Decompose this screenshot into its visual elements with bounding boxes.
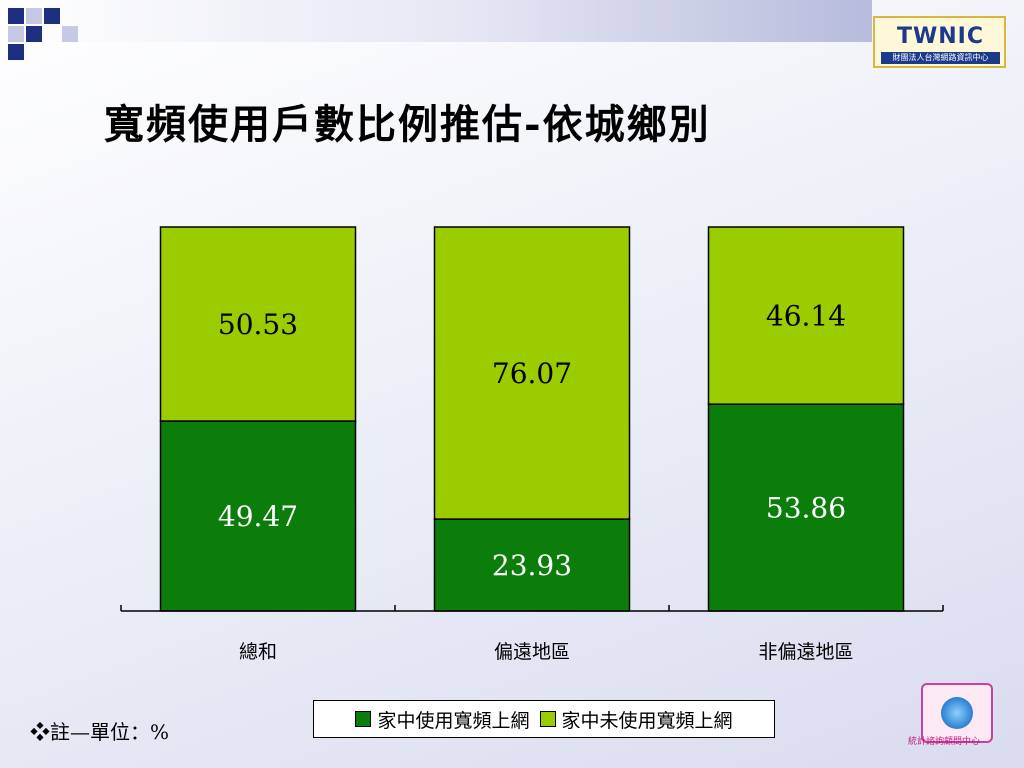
globe-icon [941, 697, 973, 729]
unit-note: ❖註—單位：% [30, 720, 170, 744]
bar-segment-used [159, 420, 357, 612]
bar-segment-not-used [159, 226, 357, 422]
bar-segment-used [707, 403, 905, 612]
twnic-logo-subtitle: 財團法人台灣網路資訊中心 [881, 52, 1000, 64]
chart-legend: 家中使用寬頻上網 家中未使用寬頻上網 [313, 700, 775, 738]
x-tick-label: 非偏遠地區 [758, 641, 853, 663]
legend-label-used: 家中使用寬頻上網 [377, 709, 530, 732]
data-label: 50.53 [218, 308, 298, 341]
data-label: 53.86 [766, 492, 846, 525]
data-label: 76.07 [492, 357, 572, 390]
data-label: 49.47 [218, 500, 298, 533]
consulting-center-logo [921, 683, 993, 743]
legend-item-not-used: 家中未使用寬頻上網 [539, 706, 733, 733]
legend-label-not-used: 家中未使用寬頻上網 [561, 709, 733, 732]
data-label: 46.14 [766, 300, 846, 333]
header-band [0, 0, 872, 42]
legend-swatch-used [355, 711, 372, 727]
page-title: 寬頻使用戶數比例推估-依城鄉別 [104, 101, 711, 148]
twnic-logo: TWNIC 財團法人台灣網路資訊中心 [873, 16, 1006, 68]
legend-swatch-not-used [539, 711, 556, 727]
legend-item-used: 家中使用寬頻上網 [355, 706, 530, 733]
bar-segment-not-used [707, 226, 905, 405]
x-tick-label: 總和 [239, 641, 277, 663]
data-label: 23.93 [492, 549, 572, 582]
stacked-bar-chart: 49.47 50.53 總和 23.93 76.07 偏遠地區 53.86 46.14 非偏遠地… [120, 226, 944, 663]
bar-segment-used [433, 518, 631, 612]
x-tick-label: 偏遠地區 [494, 641, 570, 663]
bar-segment-not-used [433, 226, 631, 520]
consulting-center-caption: 統計諮詢顧問中心 [908, 737, 981, 747]
twnic-logo-mark: TWNIC [896, 24, 985, 49]
